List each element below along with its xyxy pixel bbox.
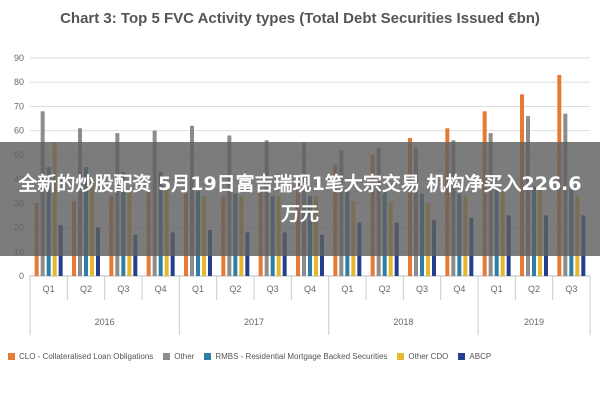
x-group-label: 2017 xyxy=(244,317,264,327)
x-tick-label: Q3 xyxy=(565,284,577,294)
y-tick-label: 70 xyxy=(14,101,24,111)
x-tick-label: Q2 xyxy=(528,284,540,294)
x-tick-label: Q3 xyxy=(416,284,428,294)
legend-item-other: Other xyxy=(163,352,194,361)
x-tick-label: Q3 xyxy=(267,284,279,294)
x-tick-label: Q1 xyxy=(192,284,204,294)
x-tick-label: Q4 xyxy=(453,284,465,294)
y-tick-label: 0 xyxy=(19,271,24,281)
x-tick-label: Q3 xyxy=(117,284,129,294)
x-tick-label: Q2 xyxy=(80,284,92,294)
legend-swatch xyxy=(8,353,15,360)
legend-item-othercdo: Other CDO xyxy=(397,352,448,361)
legend-item-rmbs: RMBS - Residential Mortgage Backed Secur… xyxy=(204,352,387,361)
y-tick-label: 60 xyxy=(14,126,24,136)
legend-label: Other CDO xyxy=(408,352,449,361)
legend-swatch xyxy=(397,353,405,360)
legend-swatch xyxy=(458,353,466,360)
y-tick-label: 90 xyxy=(14,53,24,63)
legend-label: RMBS - Residential Mortgage Backed Secur… xyxy=(215,352,388,361)
x-group-label: 2016 xyxy=(95,317,115,327)
x-tick-label: Q1 xyxy=(341,284,353,294)
chart-legend: CLO - Collateralised Loan Obligations Oth… xyxy=(8,352,598,361)
x-tick-label: Q2 xyxy=(229,284,241,294)
x-tick-label: Q4 xyxy=(155,284,167,294)
x-tick-label: Q4 xyxy=(304,284,316,294)
legend-label: Other xyxy=(174,352,195,361)
y-tick-label: 80 xyxy=(14,77,24,87)
x-tick-label: Q2 xyxy=(379,284,391,294)
legend-item-abcp: ABCP xyxy=(458,352,491,361)
legend-swatch xyxy=(204,353,212,360)
headline-overlay-banner: 全新的炒股配资 5月19日富吉瑞现1笔大宗交易 机构净买入226.6万元 xyxy=(0,142,600,256)
legend-item-clo: CLO - Collateralised Loan Obligations xyxy=(8,352,153,361)
x-tick-label: Q1 xyxy=(43,284,55,294)
legend-label: CLO - Collateralised Loan Obligations xyxy=(19,352,154,361)
chart-title: Chart 3: Top 5 FVC Activity types (Total… xyxy=(60,10,540,27)
headline-overlay-text: 全新的炒股配资 5月19日富吉瑞现1笔大宗交易 机构净买入226.6万元 xyxy=(18,173,582,225)
x-group-label: 2019 xyxy=(524,317,544,327)
x-tick-label: Q1 xyxy=(491,284,503,294)
legend-swatch xyxy=(163,353,171,360)
legend-label: ABCP xyxy=(469,352,492,361)
x-group-label: 2018 xyxy=(393,317,413,327)
